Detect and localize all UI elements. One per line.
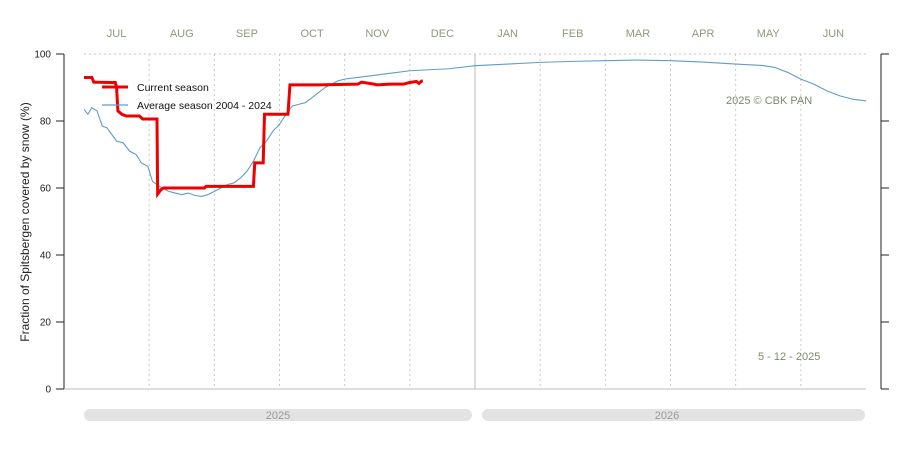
year-label-2026: 2026 <box>655 410 679 422</box>
series-line-current-season <box>84 75 424 199</box>
legend-label-current-season: Current season <box>137 82 209 94</box>
year-bar-2025 <box>84 409 472 421</box>
month-label-jun: JUN <box>823 28 844 40</box>
year-bars: 2025 2026 <box>84 409 865 422</box>
grid-lines <box>84 53 866 389</box>
legend-label-average-season: Average season 2004 - 2024 <box>137 100 272 112</box>
date-note: 5 - 12 - 2025 <box>758 351 820 363</box>
month-labels: JUL AUG SEP OCT NOV DEC JAN FEB MAR APR MAY JUN <box>107 28 844 40</box>
month-label-oct: OCT <box>300 28 324 40</box>
month-label-jul: JUL <box>107 28 127 40</box>
month-label-apr: APR <box>692 28 715 40</box>
year-label-2025: 2025 <box>266 410 290 422</box>
y-tick-label: 60 <box>40 184 52 195</box>
month-label-aug: AUG <box>170 28 194 40</box>
data-series <box>83 59 867 199</box>
month-label-mar: MAR <box>626 28 651 40</box>
month-label-may: MAY <box>757 28 781 40</box>
month-label-nov: NOV <box>365 28 390 40</box>
month-label-dec: DEC <box>431 28 454 40</box>
y-tick-label: 20 <box>40 318 52 329</box>
year-bar-2026 <box>482 409 865 421</box>
copyright-note: 2025 © CBK PAN <box>726 95 812 107</box>
y-tick-label: 0 <box>45 385 51 396</box>
y-tick-label: 80 <box>40 117 52 128</box>
legend: Current season Average season 2004 - 202… <box>102 82 272 112</box>
month-label-sep: SEP <box>236 28 258 40</box>
y-tick-label: 100 <box>34 50 51 61</box>
month-label-jan: JAN <box>497 28 518 40</box>
month-label-feb: FEB <box>562 28 583 40</box>
y-axis-label: Fraction of Spitsbergen covered by snow … <box>18 102 32 341</box>
axes: 0 20 40 60 80 100 <box>34 50 889 396</box>
y-tick-label: 40 <box>40 251 52 262</box>
